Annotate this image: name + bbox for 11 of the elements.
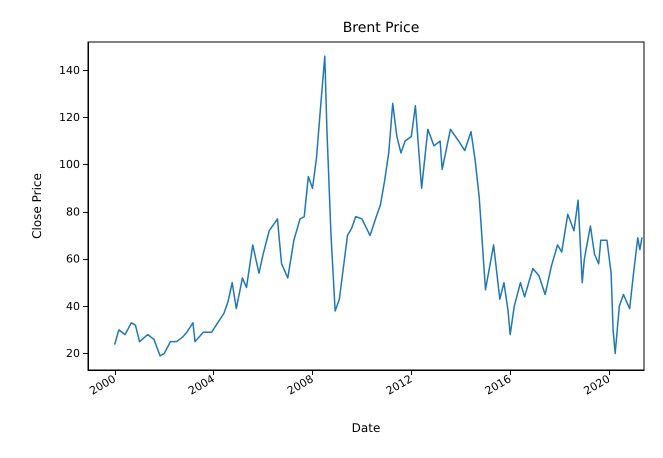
line-series bbox=[114, 55, 643, 357]
y-tick-label: 80 bbox=[66, 205, 80, 218]
y-tick-label: 40 bbox=[66, 300, 80, 313]
y-axis-title: Close Price bbox=[30, 173, 44, 239]
x-axis-title: Date bbox=[352, 421, 380, 435]
y-tick-label: 60 bbox=[66, 252, 80, 266]
y-tick-label: 100 bbox=[59, 158, 80, 172]
y-tick-label: 120 bbox=[59, 111, 80, 124]
y-tick-label: 140 bbox=[59, 64, 80, 77]
y-tick-label: 20 bbox=[66, 346, 80, 360]
chart-title: Brent Price bbox=[342, 20, 420, 36]
